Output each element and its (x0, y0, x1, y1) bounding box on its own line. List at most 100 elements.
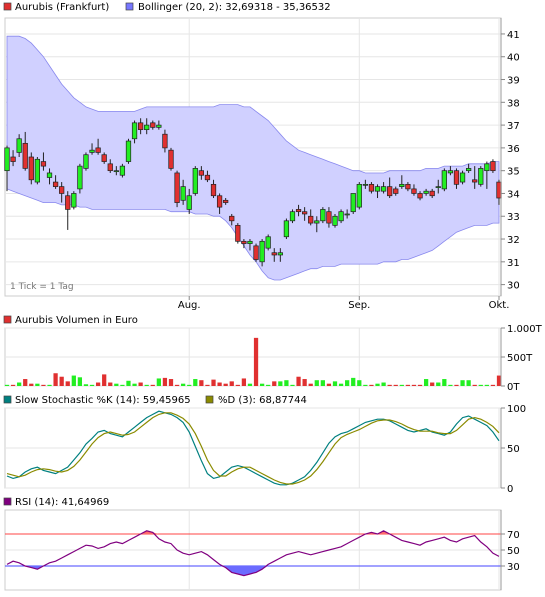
candle-body (77, 165, 83, 190)
y-tick-label: 41 (507, 30, 520, 41)
volume-bar (108, 382, 113, 386)
candle-body (52, 181, 59, 187)
volume-bar (65, 381, 70, 386)
volume-bar (278, 381, 283, 386)
candle-body (89, 149, 95, 153)
stochastic-lines (6, 410, 500, 486)
bollinger-band (6, 35, 500, 281)
candle-body (113, 170, 119, 173)
candle-body (344, 213, 350, 216)
candle-body (4, 147, 10, 172)
volume-bar (211, 379, 216, 386)
candle-body (16, 138, 22, 153)
candle-body (350, 193, 356, 213)
candles (4, 118, 502, 267)
volume-bar (217, 382, 222, 386)
x-tick-label: Okt. (489, 300, 510, 311)
candle-body (302, 211, 308, 215)
volume-bar (436, 382, 441, 386)
legend-aurubis: Aurubis (Frankfurt) (15, 2, 109, 13)
volume-bar (247, 383, 253, 386)
y-tick-label: 50 (507, 546, 520, 557)
stoch-d-line (6, 412, 500, 485)
y-tick-label: 70 (507, 530, 520, 541)
volume-bar (199, 380, 204, 386)
candle-body (423, 190, 429, 194)
candle-body (210, 183, 217, 197)
volume-bar (314, 380, 319, 386)
candle-body (417, 193, 423, 199)
volume-bar (454, 384, 459, 386)
volume-bar (53, 373, 58, 386)
candle-body (484, 163, 490, 172)
volume-bar (266, 384, 271, 386)
volume-bar (241, 378, 247, 386)
candle-body (150, 122, 156, 128)
candle-body (253, 245, 259, 260)
candle-body (216, 195, 223, 208)
y-tick-label: 37 (507, 121, 520, 132)
candle-body (144, 124, 150, 131)
candle-body (441, 170, 447, 190)
candle-body (459, 172, 466, 183)
volume-bar (490, 384, 496, 386)
candle-body (107, 163, 113, 172)
volume-bar (259, 383, 265, 386)
volume-bar (17, 382, 22, 386)
volume-bar (387, 384, 392, 386)
candle-body (265, 236, 271, 249)
volume-bar (296, 376, 301, 386)
volume-bar (290, 384, 295, 386)
candle-body (435, 186, 441, 188)
candle-body (247, 240, 253, 244)
volume-bar (126, 380, 131, 386)
candle-body (368, 183, 375, 192)
candle-body (174, 172, 180, 203)
stochastic-panel: Slow Stochastic %K (14): 59,45965 %D (3)… (3, 395, 526, 495)
volume-bar (10, 384, 16, 386)
y-tick-label: 0T (507, 382, 520, 393)
legend-swatch-volume (3, 315, 12, 324)
rsi-line (6, 530, 500, 577)
volume-bar (181, 383, 186, 386)
volume-bar (345, 380, 350, 386)
candle-body (338, 211, 344, 222)
candle-body (295, 209, 302, 213)
legend-rsi: RSI (14): 41,64969 (15, 497, 109, 508)
volume-bar (466, 380, 471, 386)
volume-y-ticks: 1.000T 500T 0T (501, 324, 543, 393)
volume-bar (430, 382, 435, 386)
y-tick-label: 30 (507, 281, 520, 292)
volume-bar (193, 379, 198, 386)
y-tick-label: 40 (507, 53, 520, 64)
volume-bar (71, 375, 76, 386)
volume-bar (47, 384, 52, 386)
volume-bar (95, 382, 101, 386)
candle-body (314, 220, 320, 224)
volume-bar (4, 384, 10, 386)
volume-bar (302, 379, 307, 386)
volume-bar (156, 378, 161, 386)
candle-body (40, 161, 47, 167)
rsi-lines (6, 530, 500, 577)
candle-body (59, 186, 65, 194)
candle-body (356, 183, 362, 208)
volume-bar (442, 379, 447, 386)
x-tick-label: Sep. (348, 300, 370, 311)
volume-panel: Aurubis Volumen in Euro 1.000T 500T 0T (3, 315, 543, 393)
volume-bar (144, 384, 149, 386)
candle-body (472, 179, 478, 183)
candle-body (180, 186, 186, 201)
candle-body (101, 154, 107, 162)
candle-body (192, 168, 198, 194)
volume-bar (423, 379, 429, 386)
candle-body (83, 154, 89, 169)
volume-bars (4, 337, 502, 386)
y-tick-label: 38 (507, 98, 520, 109)
legend-bollinger: Bollinger (20, 2): 32,69318 - 35,36532 (138, 2, 331, 13)
volume-bar (357, 380, 362, 386)
volume-bar (375, 383, 380, 386)
candle-body (466, 168, 472, 172)
y-tick-label: 30 (507, 562, 520, 573)
volume-bar (59, 376, 64, 386)
